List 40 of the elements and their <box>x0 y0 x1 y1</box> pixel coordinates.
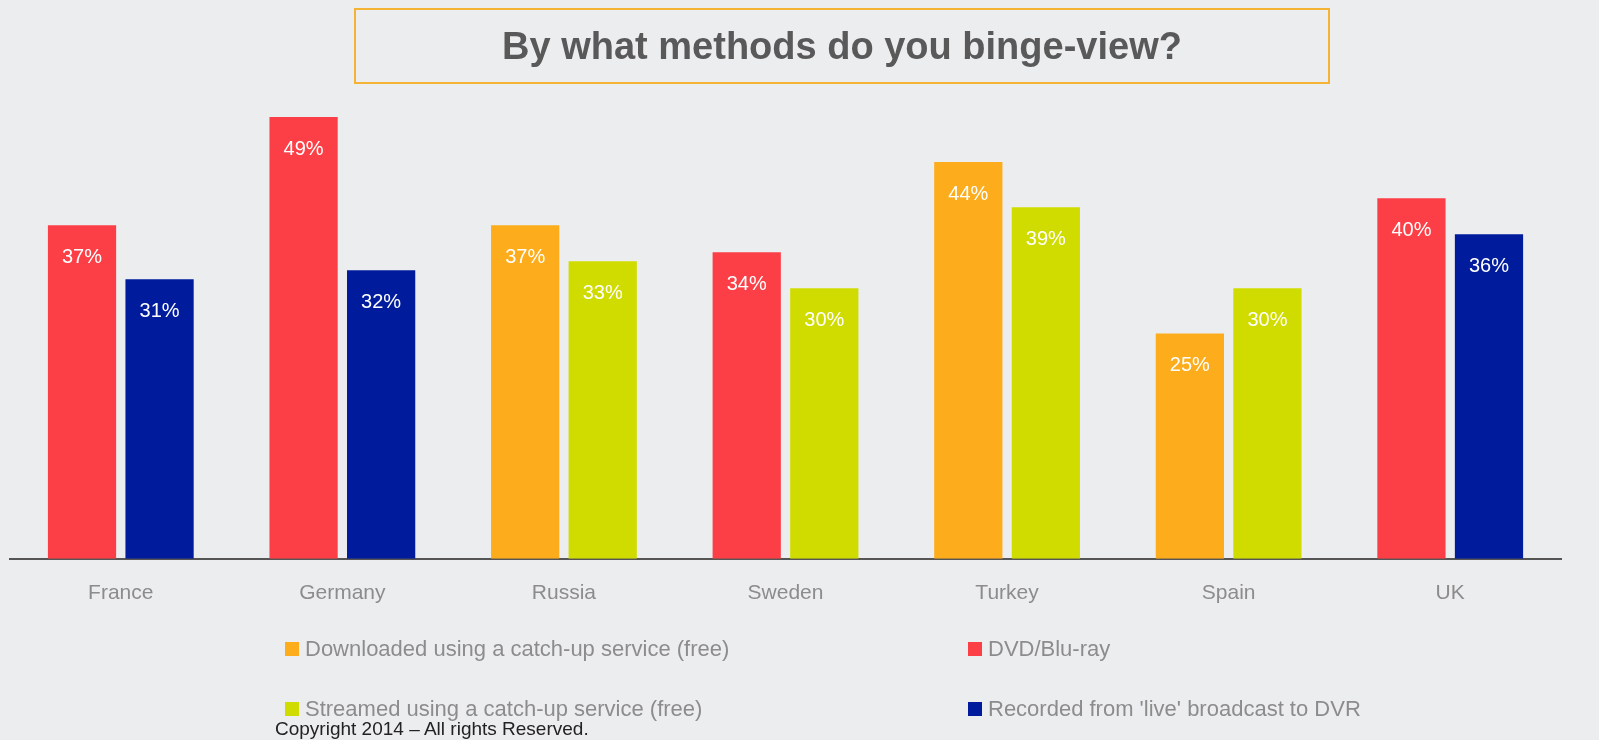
bar <box>1011 207 1080 559</box>
bar <box>712 252 781 559</box>
data-label: 33% <box>582 280 623 303</box>
bar <box>1454 234 1524 559</box>
chart-title: By what methods do you binge-view? <box>354 8 1330 84</box>
bar <box>1377 198 1446 559</box>
bar <box>347 270 416 559</box>
x-tick-label: Turkey <box>975 580 1040 604</box>
bar <box>934 162 1003 559</box>
data-label: 32% <box>361 289 402 312</box>
data-label: 30% <box>1247 307 1288 330</box>
data-label: 31% <box>139 298 180 321</box>
bar <box>269 117 338 559</box>
data-label: 30% <box>804 307 845 330</box>
data-label: 40% <box>1391 217 1432 240</box>
bar <box>790 288 859 559</box>
legend-label: Recorded from 'live' broadcast to DVR <box>987 696 1362 722</box>
x-tick-label: UK <box>1435 580 1465 604</box>
bar <box>1233 288 1302 559</box>
data-label: 39% <box>1025 226 1067 249</box>
data-label: 36% <box>1468 253 1510 276</box>
x-tick-label: Russia <box>531 580 597 604</box>
x-tick-label: Sweden <box>747 580 824 604</box>
data-label: 37% <box>505 244 546 267</box>
x-tick-label: France <box>88 580 154 604</box>
bar <box>47 225 117 559</box>
legend-label: Downloaded using a catch-up service (free) <box>304 636 731 662</box>
data-label: 44% <box>948 181 989 204</box>
data-label: 37% <box>62 244 103 267</box>
bar <box>1155 333 1224 559</box>
bar <box>568 261 637 559</box>
x-tick-label: Germany <box>299 580 387 604</box>
legend-label: Streamed using a catch-up service (free) <box>304 696 704 722</box>
x-tick-label: Spain <box>1201 580 1256 604</box>
data-label: 49% <box>283 136 324 159</box>
bar <box>491 225 560 559</box>
data-label: 25% <box>1169 352 1211 375</box>
bar <box>125 279 194 559</box>
data-label: 34% <box>726 271 767 294</box>
legend-label: DVD/Blu-ray <box>987 636 1112 662</box>
